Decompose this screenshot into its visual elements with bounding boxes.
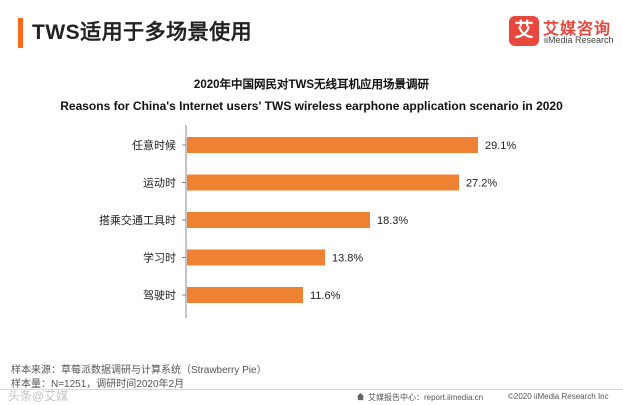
category-label: 运动时 [143, 177, 176, 190]
sample-source-note: 样本来源：草莓派数据调研与计算系统（Strawberry Pie） [11, 365, 267, 376]
chart-title-en: Reasons for China's Internet users' TWS … [60, 99, 563, 113]
category-label: 搭乘交通工具时 [99, 213, 176, 227]
category-label: 任意时候 [132, 138, 176, 152]
bar [187, 137, 478, 153]
watermark: 头条@艾媒 [8, 389, 69, 403]
value-label: 18.3% [377, 215, 408, 227]
value-label: 27.2% [466, 178, 497, 190]
iimedia-logo: 艾 艾媒咨询 iiMedia Research [509, 14, 621, 50]
bar [187, 212, 370, 228]
title-accent-bar [18, 18, 23, 48]
sample-size-note: 样本量：N=1251，调研时间2020年2月 [11, 379, 185, 390]
bar [187, 174, 459, 191]
home-icon [356, 392, 365, 401]
logo-name-en: iiMedia Research [544, 35, 614, 45]
bar [187, 287, 303, 303]
logo-mark: 艾 [509, 16, 539, 46]
report-center-link[interactable]: 艾媒报告中心：report.iimedia.cn [356, 392, 483, 403]
page-title: TWS适用于多场景使用 [32, 21, 253, 44]
value-label: 13.8% [332, 253, 363, 265]
footer-divider [0, 389, 623, 390]
category-label: 驾驶时 [143, 288, 176, 302]
value-label: 29.1% [485, 140, 516, 152]
category-label: 学习时 [143, 251, 176, 265]
chart-title-cn: 2020年中国网民对TWS无线耳机应用场景调研 [193, 79, 430, 91]
copyright: ©2020 iiMedia Research Inc [508, 392, 609, 401]
logo-name-cn: 艾媒咨询 [543, 21, 612, 38]
report-center-text: 艾媒报告中心：report.iimedia.cn [368, 393, 484, 402]
value-label: 11.6% [310, 290, 341, 302]
bar [187, 249, 325, 266]
logo-mark-glyph: 艾 [514, 20, 534, 41]
